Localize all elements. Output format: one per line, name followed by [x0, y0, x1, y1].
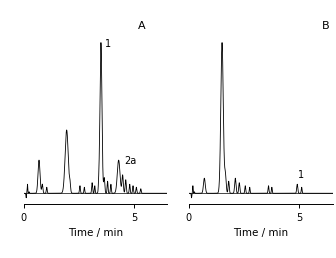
- Text: 2a: 2a: [124, 156, 136, 166]
- X-axis label: Time / min: Time / min: [233, 228, 288, 238]
- Text: A: A: [138, 21, 145, 31]
- Text: B: B: [322, 21, 329, 31]
- Text: 1: 1: [298, 170, 304, 180]
- Text: 1: 1: [105, 39, 111, 49]
- X-axis label: Time / min: Time / min: [68, 228, 123, 238]
